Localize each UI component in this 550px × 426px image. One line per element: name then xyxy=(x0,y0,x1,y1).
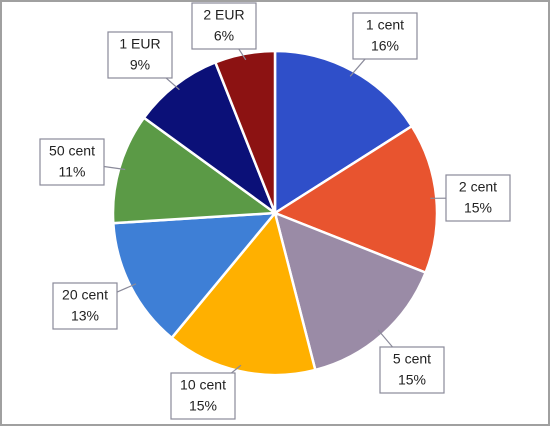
callout-box xyxy=(52,282,118,330)
callouts: 1 cent 16% 2 cent 15% 5 cent 15% 10 cent 15% 20 … xyxy=(39,2,511,420)
value-label: 11% xyxy=(59,164,86,180)
value-label: 15% xyxy=(189,398,217,414)
category-label: 5 cent xyxy=(393,351,431,367)
slice xyxy=(213,49,277,214)
category-label: 2 EUR xyxy=(203,7,244,23)
callout-box xyxy=(107,31,173,79)
value-label: 9% xyxy=(130,57,150,73)
callout-box xyxy=(170,372,236,420)
callout-box xyxy=(39,138,105,186)
slice xyxy=(169,210,317,377)
slice xyxy=(111,116,279,225)
category-label: 1 cent xyxy=(366,17,404,33)
value-label: 13% xyxy=(71,308,99,324)
callout-box xyxy=(352,12,418,60)
category-label: 2 cent xyxy=(459,179,497,195)
value-label: 15% xyxy=(464,200,492,216)
category-label: 50 cent xyxy=(49,143,95,159)
value-label: 6% xyxy=(214,28,234,44)
category-label: 10 cent xyxy=(180,377,226,393)
slice xyxy=(273,49,414,216)
callout-box xyxy=(191,2,257,50)
value-label: 15% xyxy=(398,372,426,388)
callout-box xyxy=(445,174,511,222)
value-label: 16% xyxy=(371,38,399,54)
category-label: 1 EUR xyxy=(119,36,160,52)
category-label: 20 cent xyxy=(62,287,108,303)
pie xyxy=(111,49,439,377)
callout-box xyxy=(379,346,445,394)
slice xyxy=(142,60,278,217)
